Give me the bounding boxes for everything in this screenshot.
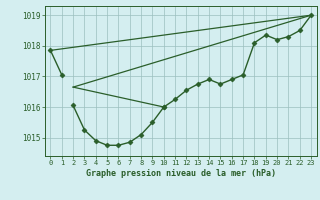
X-axis label: Graphe pression niveau de la mer (hPa): Graphe pression niveau de la mer (hPa)	[86, 169, 276, 178]
